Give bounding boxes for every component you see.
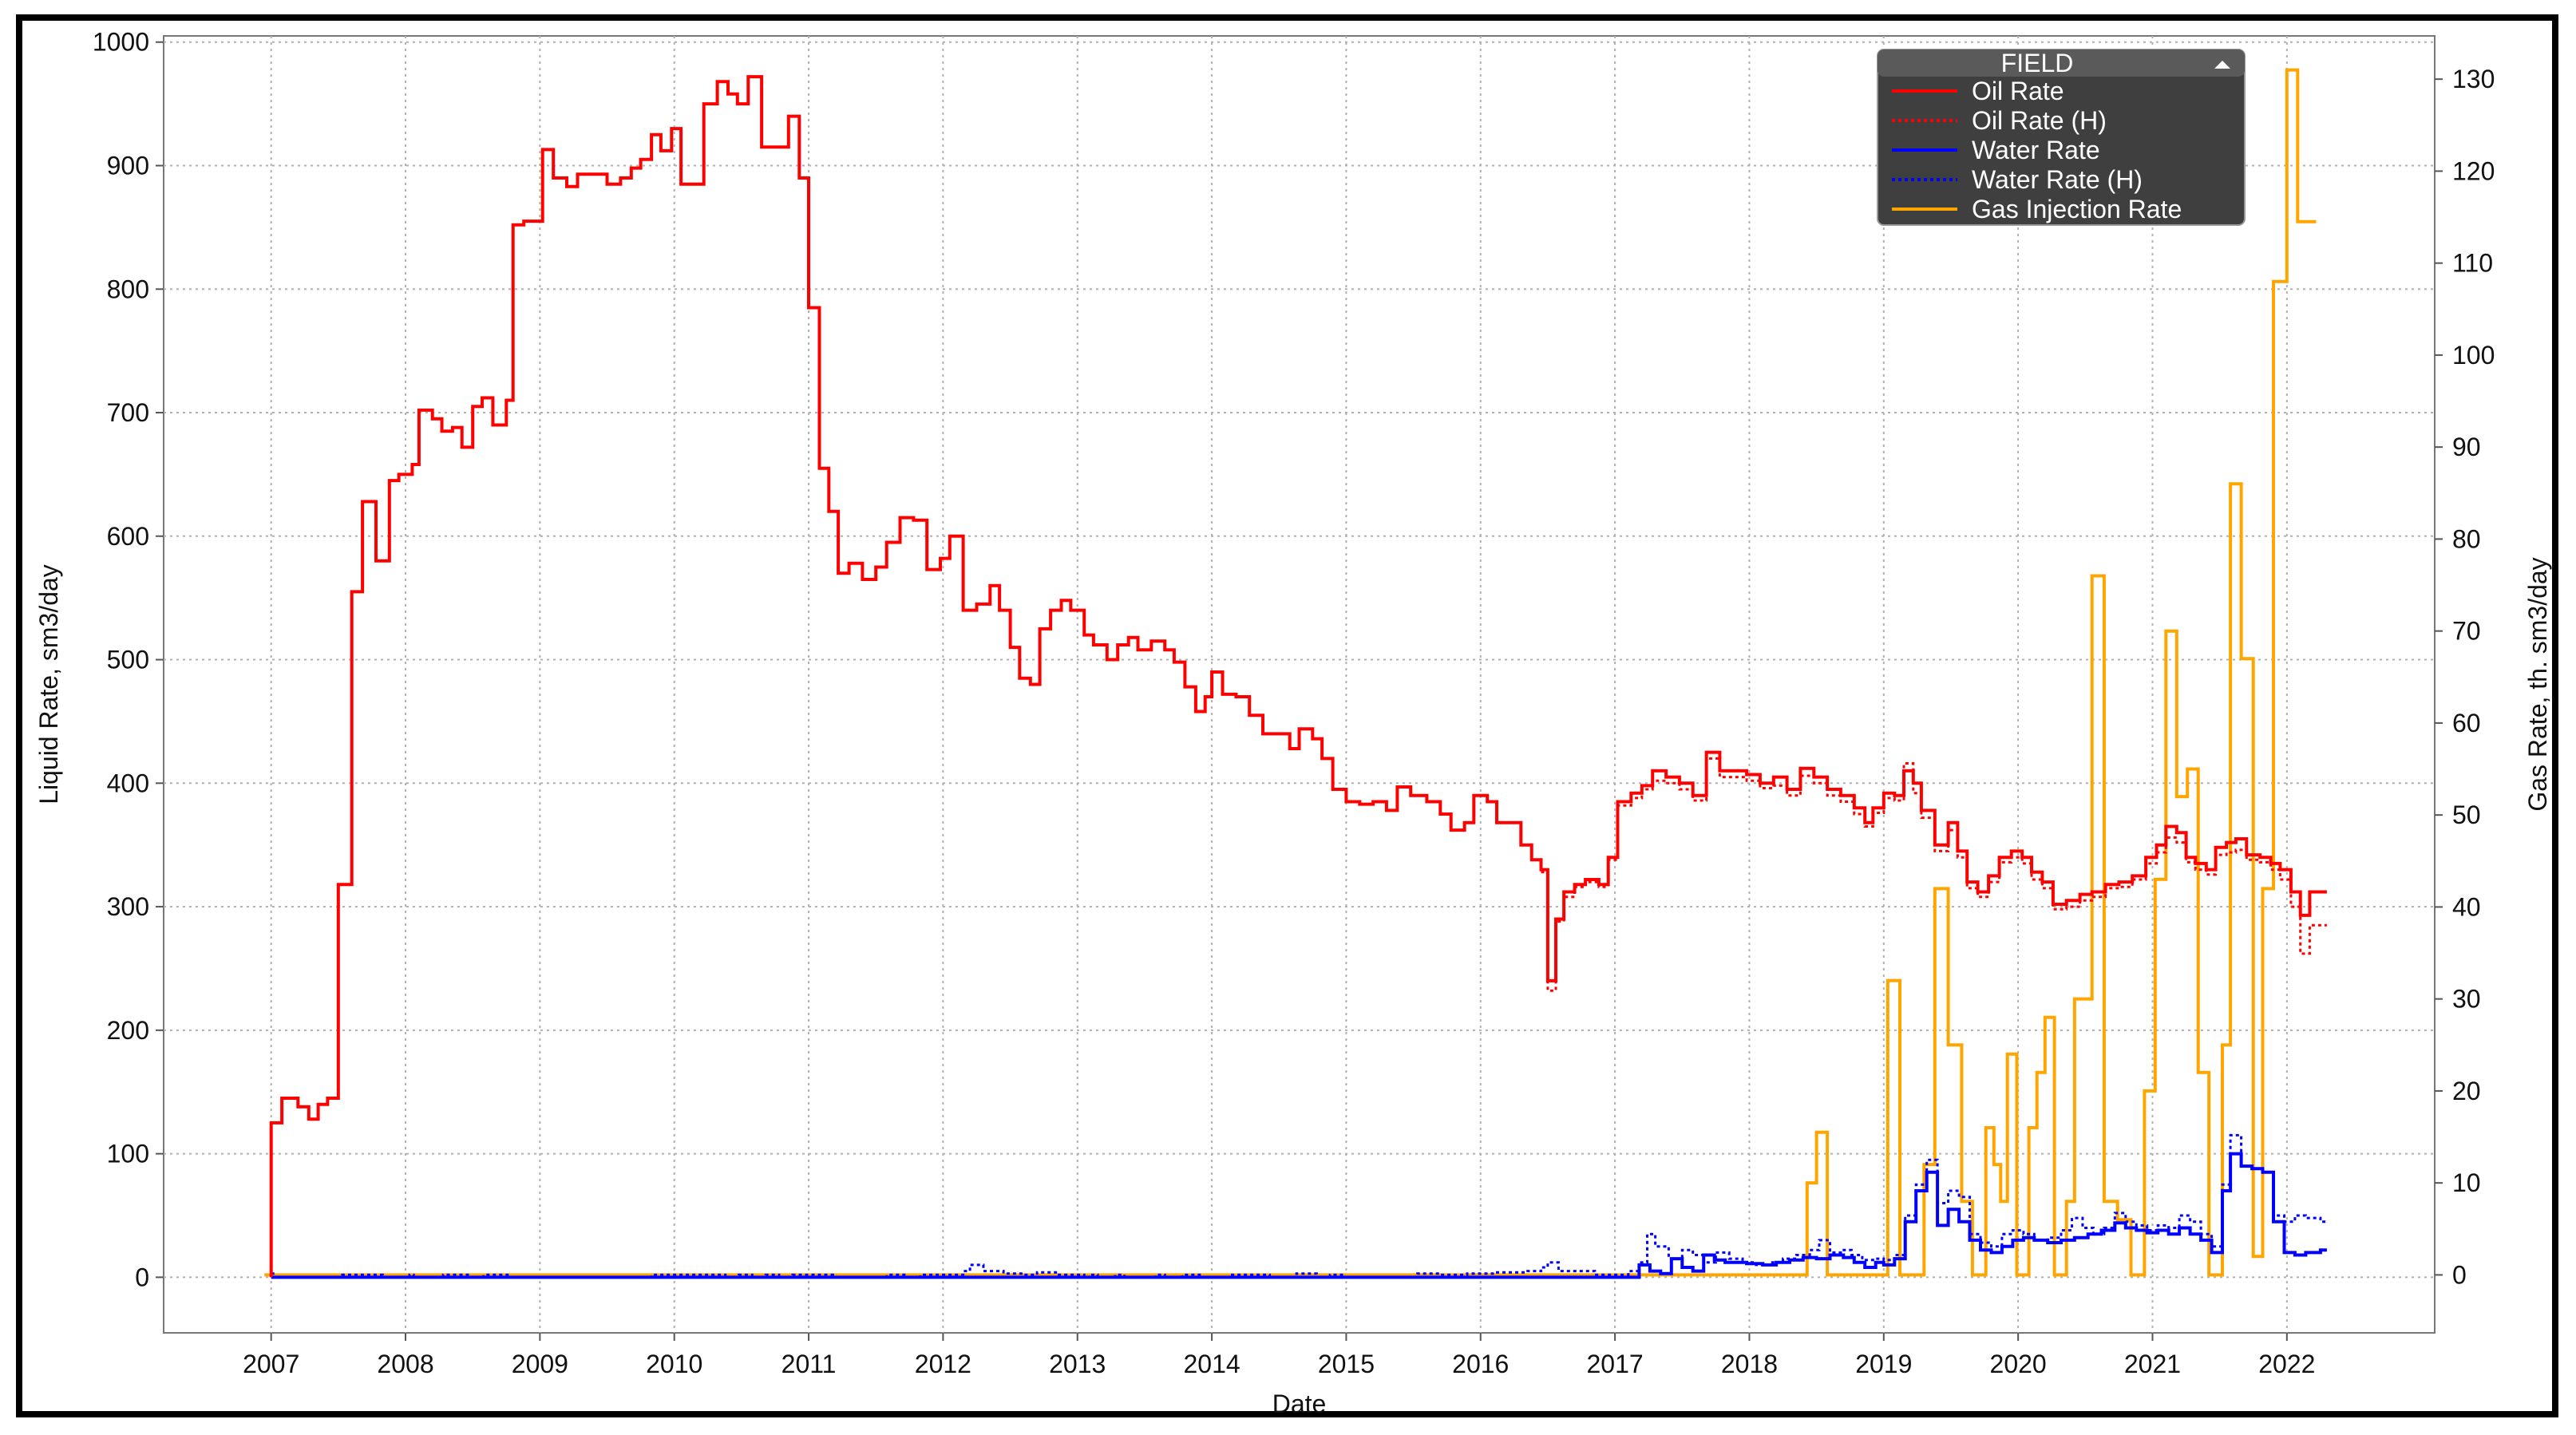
y-right-tick-label: 40 (2452, 892, 2481, 921)
y-right-tick-label: 0 (2452, 1260, 2467, 1289)
y-left-tick-label: 0 (135, 1263, 149, 1291)
x-tick-label: 2014 (1183, 1350, 1240, 1378)
legend-entry-label: Oil Rate (1972, 77, 2064, 105)
y-right-tick-label: 80 (2452, 524, 2481, 553)
y-left-tick-label: 100 (107, 1140, 149, 1168)
x-tick-label: 2010 (646, 1350, 702, 1378)
y-right-tick-label: 50 (2452, 801, 2481, 829)
grid-lines (164, 36, 2435, 1333)
x-tick-label: 2012 (915, 1350, 971, 1378)
x-tick-label: 2011 (782, 1350, 837, 1378)
y-right-tick-label: 70 (2452, 617, 2481, 646)
x-tick-label: 2019 (1855, 1350, 1912, 1378)
x-tick-label: 2008 (377, 1350, 433, 1378)
y-right-tick-label: 120 (2452, 156, 2495, 185)
legend-entry-label: Water Rate (1972, 136, 2100, 164)
x-tick-label: 2020 (1990, 1350, 2047, 1378)
y-right-tick-label: 60 (2452, 709, 2481, 737)
legend-title: FIELD (2001, 49, 2074, 77)
series-line-gas-injection-rate (264, 68, 2317, 1277)
y-left-tick-label: 400 (107, 769, 149, 797)
series-line-oil-rate (269, 75, 2327, 1278)
y-right-tick-label: 20 (2452, 1077, 2481, 1105)
x-tick-label: 2013 (1049, 1350, 1106, 1378)
collapse-triangle-icon (2214, 61, 2230, 69)
x-tick-label: 2021 (2124, 1350, 2181, 1378)
y-right-tick-label: 30 (2452, 985, 2481, 1014)
y-left-tick-label: 200 (107, 1016, 149, 1045)
legend-header (1878, 49, 2245, 77)
plot-area (163, 35, 2436, 1334)
x-tick-label: 2007 (243, 1350, 299, 1378)
legend-entry-label: Gas Injection Rate (1972, 195, 2182, 223)
series-line-water-rate (271, 1152, 2327, 1279)
y-left-tick-label: 500 (107, 646, 149, 674)
y-axis-left-title: Liquid Rate, sm3/day (34, 564, 63, 804)
y-right-tick-label: 100 (2452, 341, 2495, 370)
x-tick-label: 2009 (512, 1350, 568, 1378)
x-tick-label: 2015 (1318, 1350, 1375, 1378)
legend-entry-label: Water Rate (H) (1972, 165, 2143, 194)
legend-entry-label: Oil Rate (H) (1972, 106, 2107, 135)
axes: 2007 2008 2009 2010 2011 2012 2013 2014 2015 2016… (93, 28, 2495, 1378)
y-left-tick-label: 600 (107, 522, 149, 551)
y-right-tick-label: 130 (2452, 65, 2495, 93)
x-tick-label: 2017 (1587, 1350, 1644, 1378)
y-axis-right-title: Gas Rate, th. sm3/day (2523, 557, 2552, 811)
series-layer (264, 68, 2327, 1279)
y-left-tick-label: 700 (107, 398, 149, 427)
x-tick-label: 2016 (1452, 1350, 1509, 1378)
x-tick-label: 2022 (2258, 1350, 2315, 1378)
y-left-tick-label: 1000 (93, 28, 149, 57)
y-right-tick-label: 90 (2452, 433, 2481, 461)
y-right-tick-label: 10 (2452, 1168, 2481, 1197)
x-axis-title: Date (1272, 1390, 1327, 1418)
y-left-tick-label: 300 (107, 892, 149, 921)
y-left-tick-label: 900 (107, 152, 149, 180)
y-right-tick-label: 110 (2452, 249, 2493, 278)
x-tick-label: 2018 (1721, 1350, 1778, 1378)
y-left-tick-label: 800 (107, 275, 149, 303)
plot-border (163, 35, 2436, 1334)
